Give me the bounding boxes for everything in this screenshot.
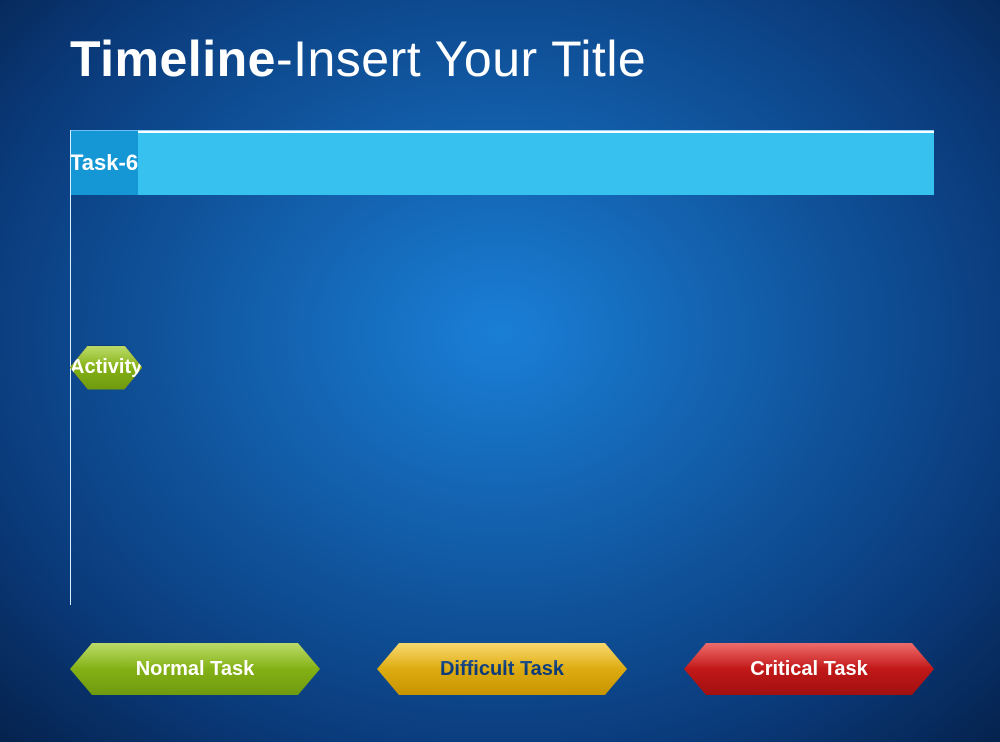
title-bold: Timeline [70,31,276,87]
title-thin: -Insert Your Title [276,31,646,87]
task-row: Task-6 [70,130,934,195]
legend: Normal Task Difficult Task Critical Task [70,643,934,695]
activity-label: Activity [70,356,142,379]
legend-item: Normal Task [70,643,320,695]
task-label: Task-6 [70,130,138,195]
row-divider [70,130,934,131]
legend-item: Difficult Task [377,643,627,695]
slide: Timeline-Insert Your Title JanFebMarAprM… [0,0,1000,742]
activity-bar: Activity [70,346,142,390]
legend-item: Critical Task [684,643,934,695]
gantt-chart: JanFebMarAprMayJuneTask-1Task-2Task-3Tas… [70,130,934,605]
page-title: Timeline-Insert Your Title [70,30,646,88]
